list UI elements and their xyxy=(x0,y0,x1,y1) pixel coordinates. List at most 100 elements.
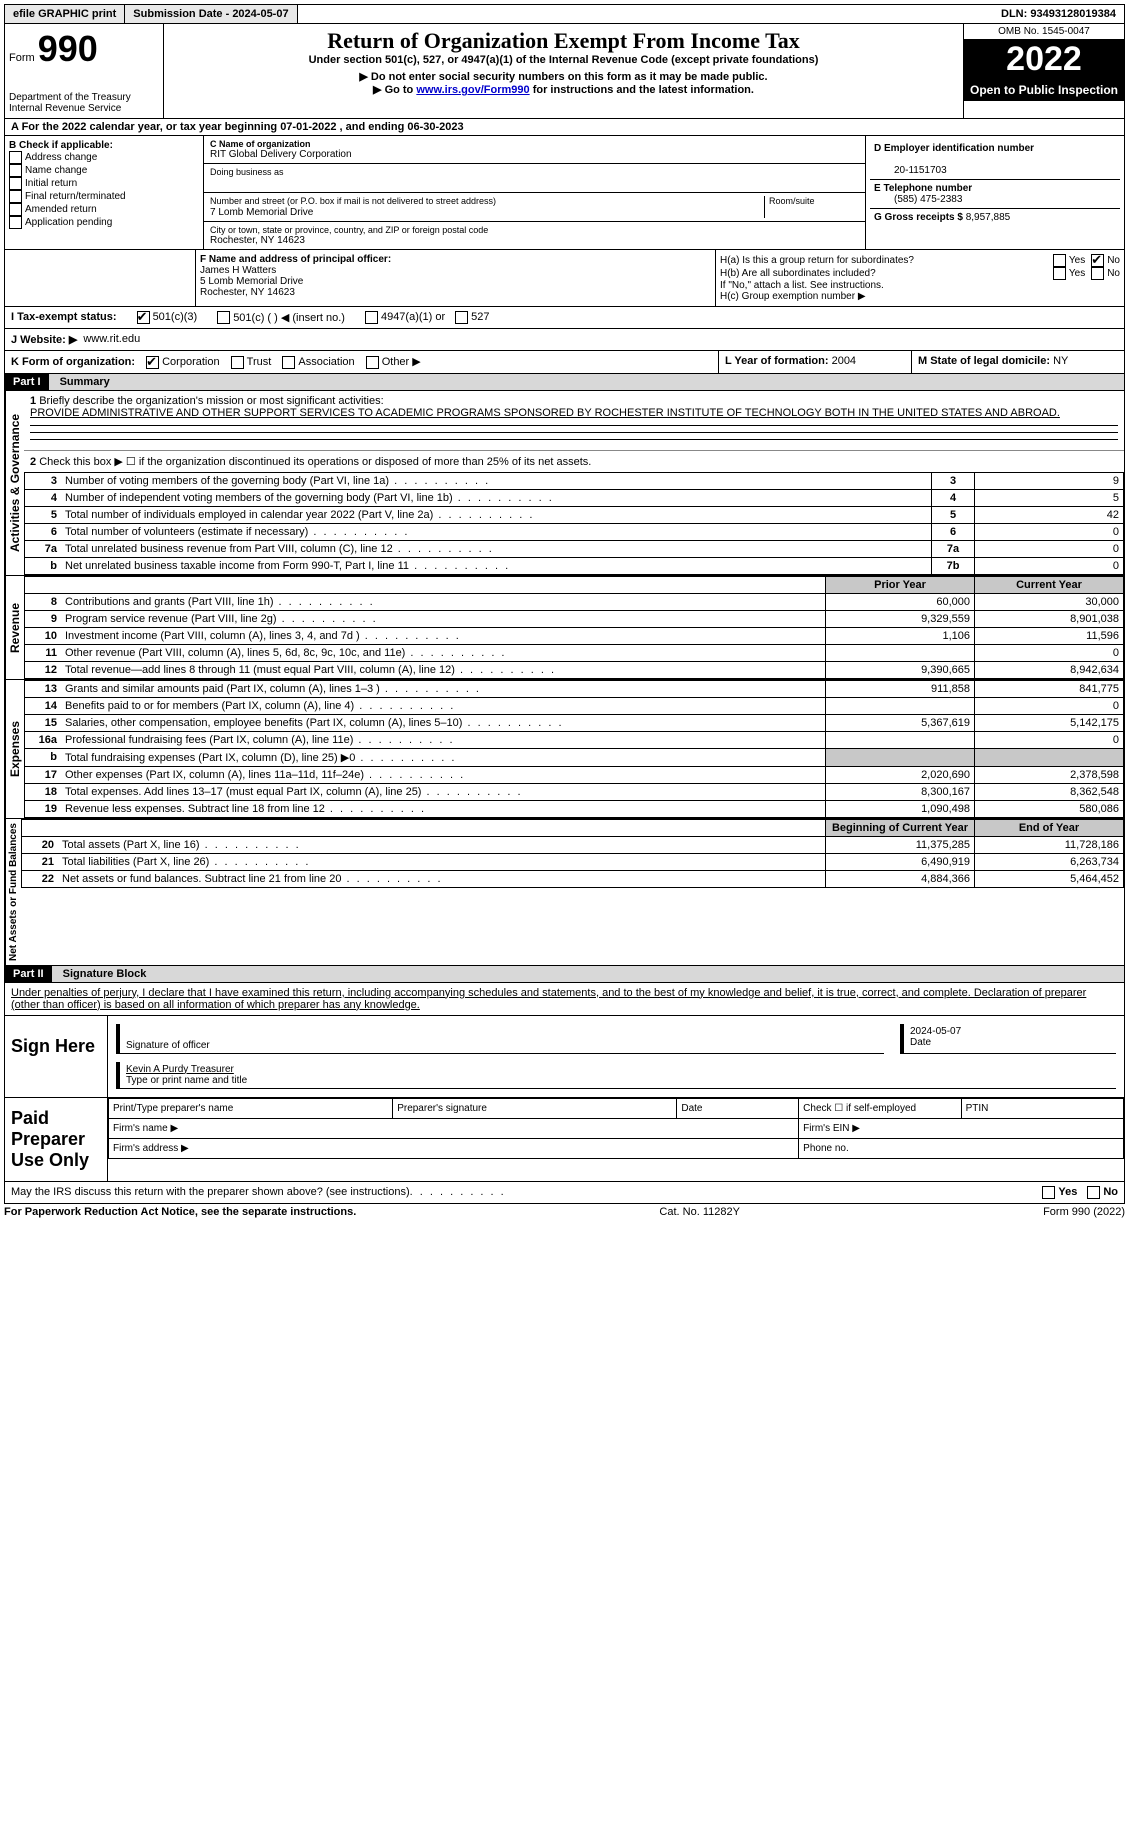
activities-governance-section: Activities & Governance 1 Briefly descri… xyxy=(4,391,1125,576)
officer-addr2: Rochester, NY 14623 xyxy=(200,287,295,298)
sig-date: 2024-05-07 xyxy=(910,1026,961,1037)
vlabel-netassets: Net Assets or Fund Balances xyxy=(5,819,21,965)
501c-checkbox[interactable] xyxy=(217,311,230,324)
open-inspection: Open to Public Inspection xyxy=(964,79,1124,101)
preparer-grid: Print/Type preparer's name Preparer's si… xyxy=(108,1098,1124,1159)
expenses-table: 13Grants and similar amounts paid (Part … xyxy=(24,680,1124,818)
tel-label: E Telephone number xyxy=(874,183,972,194)
q1-label: Briefly describe the organization's miss… xyxy=(39,395,383,407)
date-label: Date xyxy=(910,1037,931,1048)
ha-no-checkbox[interactable] xyxy=(1091,254,1104,267)
corp-checkbox[interactable] xyxy=(146,356,159,369)
paperwork-notice: For Paperwork Reduction Act Notice, see … xyxy=(4,1206,356,1218)
gross-label: G Gross receipts $ xyxy=(874,212,963,223)
tax-year: 2022 xyxy=(964,40,1124,79)
form-subtitle: Under section 501(c), 527, or 4947(a)(1)… xyxy=(168,54,959,66)
state-domicile: NY xyxy=(1053,355,1068,367)
street: 7 Lomb Memorial Drive xyxy=(210,207,313,218)
hc-label: H(c) Group exemption number ▶ xyxy=(720,291,1120,302)
expenses-section: Expenses 13Grants and similar amounts pa… xyxy=(4,680,1125,819)
gross-receipts: 8,957,885 xyxy=(966,212,1011,223)
dln-label: DLN: 93493128019384 xyxy=(993,5,1124,23)
ha-yes-checkbox[interactable] xyxy=(1053,254,1066,267)
paid-preparer-section: Paid Preparer Use Only Print/Type prepar… xyxy=(4,1098,1125,1182)
sec-f-label: F Name and address of principal officer: xyxy=(200,254,391,265)
other-checkbox[interactable] xyxy=(366,356,379,369)
part2-title: Signature Block xyxy=(55,966,155,982)
perjury-declaration: Under penalties of perjury, I declare th… xyxy=(11,987,1086,1011)
527-checkbox[interactable] xyxy=(455,311,468,324)
goto-post: for instructions and the latest informat… xyxy=(530,84,754,96)
street-label: Number and street (or P.O. box if mail i… xyxy=(210,196,496,206)
no: No xyxy=(1107,255,1120,266)
boy-header: Beginning of Current Year xyxy=(826,819,975,836)
sec-k-label: K Form of organization: xyxy=(11,356,135,368)
sec-l-label: L Year of formation: xyxy=(725,355,829,367)
sign-here-label: Sign Here xyxy=(5,1016,108,1097)
netassets-section: Net Assets or Fund Balances Beginning of… xyxy=(4,819,1125,966)
form-title: Return of Organization Exempt From Incom… xyxy=(168,28,959,54)
revenue-table: Prior Year Current Year 8Contributions a… xyxy=(24,576,1124,679)
officer-block: F Name and address of principal officer:… xyxy=(4,250,1125,307)
governance-table: 3Number of voting members of the governi… xyxy=(24,472,1124,575)
q2-label: Check this box ▶ ☐ if the organization d… xyxy=(39,456,591,468)
cat-no: Cat. No. 11282Y xyxy=(659,1206,740,1218)
netassets-table: Beginning of Current Year End of Year 20… xyxy=(21,819,1124,888)
website: www.rit.edu xyxy=(83,333,140,346)
part1-header: Part I xyxy=(5,374,49,390)
4947-checkbox[interactable] xyxy=(365,311,378,324)
discuss-no-checkbox[interactable] xyxy=(1087,1186,1100,1199)
efile-print-label: efile GRAPHIC print xyxy=(5,5,125,23)
hb-note: If "No," attach a list. See instructions… xyxy=(720,280,1120,291)
sec-m-label: M State of legal domicile: xyxy=(918,355,1050,367)
form-page-label: Form 990 (2022) xyxy=(1043,1206,1125,1218)
dba-label: Doing business as xyxy=(210,167,284,189)
secb-checkbox[interactable] xyxy=(9,151,22,164)
revenue-section: Revenue Prior Year Current Year 8Contrib… xyxy=(4,576,1125,680)
ein: 20-1151703 xyxy=(894,165,947,176)
ha-label: H(a) Is this a group return for subordin… xyxy=(720,255,1053,266)
may-irs-discuss: May the IRS discuss this return with the… xyxy=(11,1186,410,1199)
sig-officer-label: Signature of officer xyxy=(126,1040,210,1051)
assoc-checkbox[interactable] xyxy=(282,356,295,369)
secb-checkbox[interactable] xyxy=(9,164,22,177)
hb-yes-checkbox[interactable] xyxy=(1053,267,1066,280)
sec-b-label: B Check if applicable: xyxy=(9,140,199,151)
ein-label: D Employer identification number xyxy=(874,143,1034,154)
firm-addr-label: Firm's address ▶ xyxy=(109,1138,799,1158)
page-footer: For Paperwork Reduction Act Notice, see … xyxy=(4,1204,1125,1218)
hb-label: H(b) Are all subordinates included? xyxy=(720,268,1053,279)
irs-label: Internal Revenue Service xyxy=(9,103,159,114)
identity-block: B Check if applicable: Address changeNam… xyxy=(4,136,1125,250)
section-b: B Check if applicable: Address changeNam… xyxy=(5,136,204,249)
pp-date-label: Date xyxy=(677,1098,799,1118)
part2-header: Part II xyxy=(5,966,52,982)
city-label: City or town, state or province, country… xyxy=(210,225,859,235)
submission-date: Submission Date - 2024-05-07 xyxy=(125,5,297,23)
discuss-yes-checkbox[interactable] xyxy=(1042,1186,1055,1199)
pp-name-label: Print/Type preparer's name xyxy=(109,1098,393,1118)
note-ssn: ▶ Do not enter social security numbers o… xyxy=(168,70,959,83)
dept-treasury: Department of the Treasury xyxy=(9,92,159,103)
line-a: A For the 2022 calendar year, or tax yea… xyxy=(11,121,464,133)
irs-link[interactable]: www.irs.gov/Form990 xyxy=(416,84,529,96)
eoy-header: End of Year xyxy=(975,819,1124,836)
officer-addr1: 5 Lomb Memorial Drive xyxy=(200,276,303,287)
pp-ptin-label: PTIN xyxy=(961,1098,1123,1118)
vlabel-revenue: Revenue xyxy=(5,576,24,679)
501c3-checkbox[interactable] xyxy=(137,311,150,324)
tel: (585) 475-2383 xyxy=(894,194,962,205)
secb-checkbox[interactable] xyxy=(9,177,22,190)
city: Rochester, NY 14623 xyxy=(210,235,859,246)
trust-checkbox[interactable] xyxy=(231,356,244,369)
sign-here-section: Sign Here Signature of officer 2024-05-0… xyxy=(4,1016,1125,1098)
prior-year-header: Prior Year xyxy=(826,576,975,593)
hb-no-checkbox[interactable] xyxy=(1091,267,1104,280)
secb-checkbox[interactable] xyxy=(9,190,22,203)
vlabel-activities: Activities & Governance xyxy=(5,391,24,575)
form-header: Form 990 Department of the Treasury Inte… xyxy=(4,24,1125,119)
type-name-label: Type or print name and title xyxy=(126,1075,247,1086)
secb-checkbox[interactable] xyxy=(9,216,22,229)
secb-checkbox[interactable] xyxy=(9,203,22,216)
vlabel-expenses: Expenses xyxy=(5,680,24,818)
